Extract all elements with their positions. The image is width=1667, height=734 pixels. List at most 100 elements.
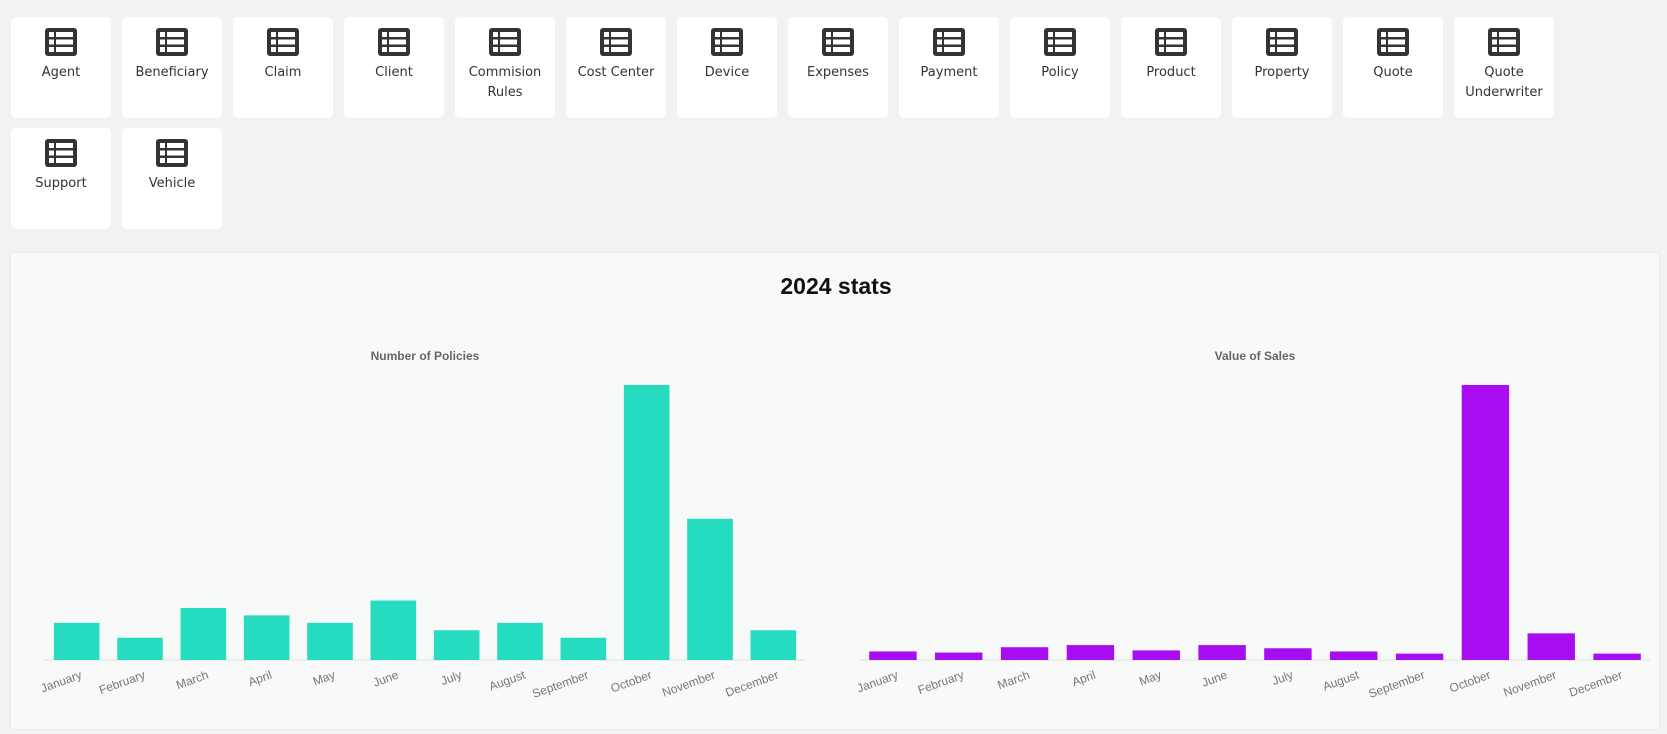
tile-label: Quote Underwriter — [1465, 65, 1543, 100]
entity-tile[interactable]: Cost Center — [566, 17, 666, 118]
bar — [117, 637, 163, 660]
bar — [1264, 648, 1312, 660]
x-tick-label: October — [609, 668, 654, 696]
x-tick-label: August — [487, 667, 528, 693]
list-icon — [1155, 28, 1187, 56]
x-tick-label: May — [311, 668, 337, 689]
list-icon — [1044, 28, 1076, 56]
tile-label: Agent — [41, 65, 81, 80]
chart-title: Value of Sales — [1215, 349, 1296, 363]
tile-label: Claim — [264, 65, 302, 80]
list-icon — [489, 28, 521, 56]
entity-tile[interactable]: Property — [1232, 17, 1332, 118]
list-icon — [45, 28, 77, 56]
entity-tile[interactable]: Expenses — [788, 17, 888, 118]
tile-label: Commision Rules — [468, 65, 542, 100]
x-tick-label: February — [97, 668, 147, 698]
entity-tile[interactable]: Quote — [1343, 17, 1443, 118]
entity-tile[interactable]: Product — [1121, 17, 1221, 118]
bar — [433, 630, 480, 660]
tile-label: Product — [1146, 65, 1196, 80]
tile-label: Beneficiary — [135, 65, 209, 80]
x-tick-label: February — [916, 668, 966, 698]
bar — [243, 615, 290, 660]
bar — [53, 622, 100, 660]
x-tick-label: May — [1137, 668, 1163, 689]
x-tick-label: September — [1367, 668, 1427, 701]
tile-label: Device — [704, 65, 750, 80]
x-tick-label: August — [1321, 667, 1362, 693]
list-icon — [156, 28, 188, 56]
entity-tile[interactable]: Beneficiary — [122, 17, 222, 118]
bar — [497, 622, 543, 660]
x-tick-label: June — [1200, 668, 1230, 690]
bar — [307, 622, 353, 660]
entity-tile[interactable]: Policy — [1010, 17, 1110, 118]
entity-tile[interactable]: Commision Rules — [455, 17, 555, 118]
entity-tile[interactable]: Device — [677, 17, 777, 118]
x-tick-label: June — [371, 668, 401, 690]
tile-label: Quote — [1373, 65, 1413, 80]
bar — [1593, 653, 1641, 660]
x-tick-label: July — [1270, 668, 1295, 688]
bar — [560, 637, 607, 660]
tile-label: Support — [35, 176, 87, 191]
entity-tile[interactable]: Payment — [899, 17, 999, 118]
x-tick-label: January — [39, 668, 84, 696]
bar — [623, 385, 670, 660]
x-tick-label: November — [660, 668, 717, 700]
list-icon — [933, 28, 965, 56]
entity-tile[interactable]: Client — [344, 17, 444, 118]
list-icon — [822, 28, 854, 56]
entity-tile[interactable]: Agent — [11, 17, 111, 118]
bar — [869, 651, 917, 660]
entity-tile[interactable]: Quote Underwriter — [1454, 17, 1554, 118]
bar — [750, 630, 797, 660]
tile-label: Vehicle — [148, 176, 196, 191]
stats-title: 2024 stats — [780, 273, 891, 299]
bar — [1198, 645, 1246, 660]
tile-label: Client — [375, 65, 413, 80]
bar — [1000, 647, 1049, 660]
list-icon — [711, 28, 743, 56]
chart-title: Number of Policies — [371, 349, 480, 363]
bar — [370, 600, 417, 660]
tile-grid: Agent Beneficiary Claim Client Commision Rul… — [11, 17, 1571, 229]
bar — [180, 607, 227, 660]
x-tick-label: September — [530, 668, 590, 701]
x-tick-label: December — [724, 668, 781, 700]
list-icon — [378, 28, 410, 56]
bar — [1066, 645, 1115, 660]
x-tick-label: January — [855, 668, 900, 696]
bar — [1395, 653, 1444, 660]
x-tick-label: March — [174, 668, 210, 693]
tile-label: Payment — [920, 65, 978, 80]
x-tick-label: April — [1070, 668, 1097, 689]
entity-tile[interactable]: Vehicle — [122, 128, 222, 229]
bar — [1132, 650, 1180, 660]
tile-label: Cost Center — [577, 65, 655, 80]
x-tick-label: April — [246, 668, 273, 689]
tile-label: Expenses — [807, 65, 869, 80]
tile-label: Property — [1254, 65, 1310, 80]
list-icon — [1266, 28, 1298, 56]
x-tick-label: November — [1501, 668, 1558, 700]
x-tick-label: October — [1448, 668, 1493, 696]
entity-tile[interactable]: Support — [11, 128, 111, 229]
bar — [1330, 651, 1378, 660]
list-icon — [156, 139, 188, 167]
list-icon — [1488, 28, 1520, 56]
x-tick-label: December — [1567, 668, 1624, 700]
bar — [687, 518, 733, 660]
x-tick-label: July — [439, 668, 464, 688]
bar — [1461, 385, 1510, 660]
bar — [1527, 633, 1575, 660]
bar — [935, 652, 983, 660]
entity-tile[interactable]: Claim — [233, 17, 333, 118]
list-icon — [600, 28, 632, 56]
tile-label: Policy — [1041, 65, 1079, 80]
x-tick-label: March — [995, 668, 1031, 693]
list-icon — [45, 139, 77, 167]
